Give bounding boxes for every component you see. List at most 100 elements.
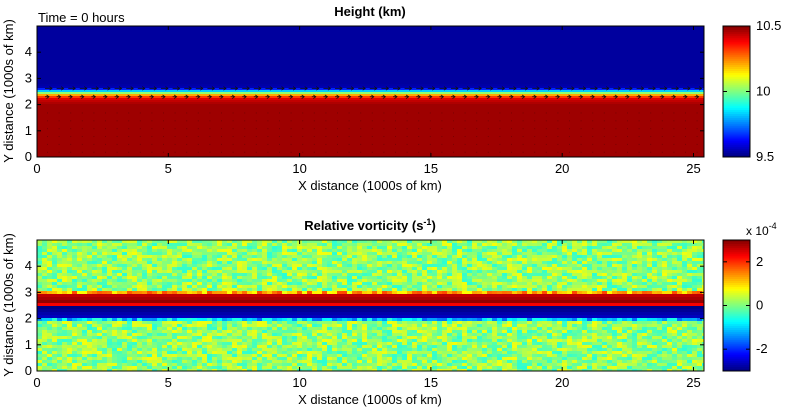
vorticity-cell	[657, 312, 663, 316]
wind-dot	[661, 112, 663, 114]
vorticity-cell	[62, 327, 68, 331]
vorticity-cell	[432, 294, 438, 298]
vorticity-cell	[402, 327, 408, 331]
vorticity-cell	[357, 294, 363, 298]
vorticity-cell	[182, 285, 188, 289]
vorticity-cell	[352, 333, 358, 337]
vorticity-cell	[237, 240, 243, 244]
vorticity-cell	[302, 252, 308, 256]
vorticity-cell	[542, 270, 548, 274]
vorticity-cell	[102, 273, 108, 277]
vorticity-cell	[77, 315, 83, 319]
vorticity-cell	[177, 285, 183, 289]
vorticity-cell	[647, 279, 653, 283]
vorticity-cell	[102, 261, 108, 265]
vorticity-cell	[262, 297, 268, 301]
wind-dot	[267, 120, 269, 122]
vorticity-cell	[107, 249, 113, 253]
vorticity-cell	[477, 279, 483, 283]
vorticity-cell	[582, 294, 588, 298]
vorticity-cell	[347, 261, 353, 265]
vorticity-cell	[152, 312, 158, 316]
vorticity-cell	[162, 246, 168, 250]
vorticity-cell	[512, 258, 518, 262]
vorticity-cell	[367, 270, 373, 274]
vorticity-cell	[647, 312, 653, 316]
x-tick-label: 5	[165, 161, 172, 176]
vorticity-cell	[292, 273, 298, 277]
vorticity-cell	[572, 324, 578, 328]
wind-arrow-head	[231, 94, 236, 99]
vorticity-cell	[587, 279, 593, 283]
vorticity-cell	[222, 291, 228, 295]
vorticity-cell	[432, 282, 438, 286]
vorticity-cell	[62, 333, 68, 337]
vorticity-cell	[127, 240, 133, 244]
vorticity-cell	[617, 288, 623, 292]
vorticity-cell	[207, 276, 213, 280]
vorticity-cell	[342, 333, 348, 337]
vorticity-cell	[132, 327, 138, 331]
vorticity-cell	[487, 255, 493, 259]
vorticity-cell	[182, 327, 188, 331]
vorticity-cell	[592, 303, 598, 307]
wind-dot	[81, 136, 83, 138]
vorticity-cell	[147, 288, 153, 292]
vorticity-cell	[487, 306, 493, 310]
vorticity-cell	[432, 267, 438, 271]
vorticity-cell	[102, 270, 108, 274]
vorticity-cell	[587, 273, 593, 277]
vorticity-cell	[77, 291, 83, 295]
vorticity-cell	[442, 267, 448, 271]
vorticity-cell	[637, 288, 643, 292]
vorticity-cell	[502, 291, 508, 295]
wind-dot	[360, 136, 362, 138]
vorticity-cell	[182, 255, 188, 259]
vorticity-cell	[407, 324, 413, 328]
vorticity-cell	[217, 294, 223, 298]
vorticity-cell	[617, 282, 623, 286]
vorticity-cell	[222, 297, 228, 301]
vorticity-cell	[302, 294, 308, 298]
wind-dot	[279, 151, 280, 153]
vorticity-cell	[112, 261, 118, 265]
vorticity-cell	[112, 282, 118, 286]
vorticity-cell	[402, 333, 408, 337]
vorticity-cell	[287, 288, 293, 292]
vorticity-cell	[577, 309, 583, 313]
vorticity-cell	[662, 258, 668, 262]
vorticity-cell	[212, 330, 218, 334]
vorticity-cell	[487, 282, 493, 286]
vorticity-cell	[232, 300, 238, 304]
vorticity-cell	[312, 258, 318, 262]
vorticity-cell	[297, 255, 303, 259]
wind-arrow-head	[548, 86, 552, 91]
vorticity-cell	[367, 276, 373, 280]
vorticity-cell	[492, 261, 498, 265]
vorticity-cell	[237, 315, 243, 319]
vorticity-cell	[297, 327, 303, 331]
vorticity-cell	[247, 333, 253, 337]
colorbar-swatch	[723, 54, 750, 58]
vorticity-cell	[452, 306, 458, 310]
vorticity-cell	[47, 333, 53, 337]
vorticity-cell	[297, 333, 303, 337]
vorticity-cell	[432, 312, 438, 316]
vorticity-cell	[602, 324, 608, 328]
wind-dot	[487, 143, 489, 145]
vorticity-cell	[542, 252, 548, 256]
vorticity-cell	[257, 303, 263, 307]
vorticity-cell	[502, 300, 508, 304]
vorticity-cell	[332, 315, 338, 319]
vorticity-cell	[697, 306, 703, 310]
vorticity-cell	[337, 288, 343, 292]
vorticity-cell	[307, 264, 313, 268]
vorticity-cell	[197, 273, 203, 277]
vorticity-cell	[362, 279, 368, 283]
vorticity-cell	[642, 297, 648, 301]
vorticity-cell	[342, 288, 348, 292]
vorticity-cell	[182, 279, 188, 283]
vorticity-cell	[177, 270, 183, 274]
wind-dot	[511, 151, 512, 153]
vorticity-cell	[202, 312, 208, 316]
